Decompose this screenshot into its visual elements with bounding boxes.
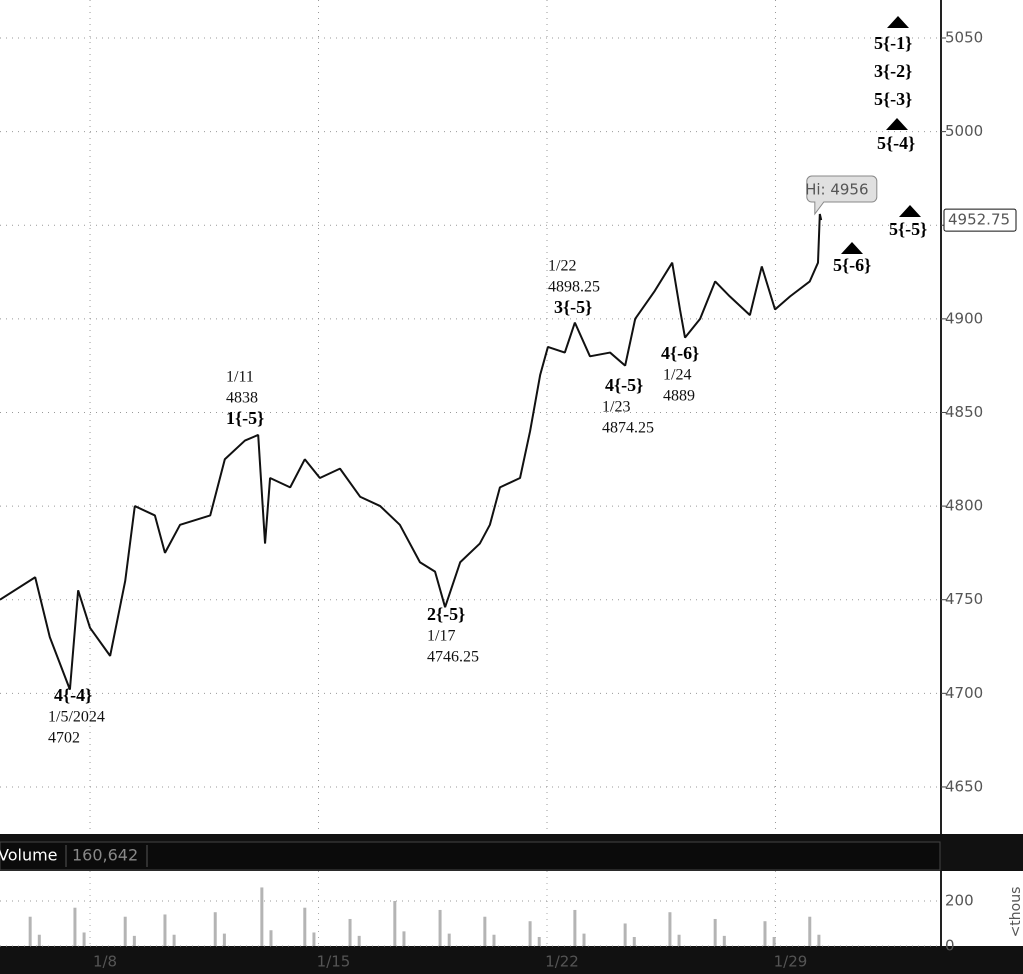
volume-bar [348,918,352,946]
wave-label: 4{-5} [605,375,643,395]
wave-label: 4{-6} [661,343,699,363]
wave-note: 4838 [226,390,258,407]
x-tick-label: 1/15 [317,953,351,971]
volume-bar [357,935,361,946]
price-line [0,213,823,690]
volume-panel [0,871,1023,946]
target-marker [886,118,908,130]
volume-bar [817,934,821,946]
volume-bar [82,932,86,946]
high-bubble [806,175,878,216]
volume-bar [668,912,672,946]
wave-note: 1/5/2024 [48,709,105,726]
volume-bar [402,931,406,946]
y-tick-label: 4700 [945,684,983,702]
x-tick-label: 1/29 [774,953,808,971]
y-tick-label: 5050 [945,29,983,47]
price-panel [0,0,1023,834]
volume-bar [438,909,442,946]
target-marker [887,16,909,28]
volume-bar [172,934,176,946]
target-label: 5{-1} [874,33,912,53]
high-label: Hi: 4956 [805,181,868,199]
volume-bar [772,936,776,946]
volume-bar [573,909,577,946]
target-label: 5{-5} [889,219,927,239]
volume-bar [222,933,226,946]
volume-bar [303,907,307,946]
y-tick-label: 4800 [945,497,983,515]
volume-bar [722,935,726,946]
volume-title: Volume [0,846,58,865]
volume-bar [260,887,264,946]
volume-bar [37,934,41,946]
volume-bar [123,916,127,946]
volume-bar [492,934,496,946]
target-label: 5{-3} [874,89,912,109]
volume-bar [393,900,397,946]
wave-note: 4702 [48,730,80,747]
target-label: 5{-6} [833,255,871,275]
volume-bar [312,932,316,946]
volume-value: 160,642 [72,846,138,865]
volume-bar [632,936,636,946]
x-tick-label: 1/22 [545,953,579,971]
y-tick-label: 4900 [945,309,983,327]
volume-header [0,841,941,871]
wave-note: 1/11 [226,369,254,386]
y-tick-label: 200 [945,891,974,909]
wave-label: 3{-5} [554,297,592,317]
last-price-tag [943,208,1017,232]
y-tick-label: 4850 [945,403,983,421]
volume-bar [213,912,217,946]
y-tick-label: 0 [945,937,955,955]
wave-note: 1/17 [427,628,455,645]
wave-note: 1/22 [548,258,576,275]
volume-bar [713,918,717,946]
wave-note: 1/23 [602,399,630,416]
volume-bar [269,930,273,946]
volume-bar [537,936,541,946]
target-marker [899,205,921,217]
y-tick-label: 4650 [945,777,983,795]
target-label: 5{-4} [877,133,915,153]
x-tick-label: 1/8 [93,953,117,971]
wave-note: 4874.25 [602,420,654,437]
volume-bar [763,921,767,946]
volume-bar [163,914,167,946]
target-marker [841,242,863,254]
y-tick-label: 4750 [945,590,983,608]
wave-label: 2{-5} [427,604,465,624]
volume-bar [483,916,487,946]
volume-bar [808,916,812,946]
wave-note: 4746.25 [427,649,479,666]
volume-bar [582,933,586,946]
target-label: 3{-2} [874,61,912,81]
wave-note: 1/24 [663,367,691,384]
volume-bar [677,934,681,946]
volume-bar [528,921,532,946]
last-price-label: 4952.75 [948,211,1010,229]
volume-bar [623,923,627,946]
wave-label: 4{-4} [54,685,92,705]
volume-bar [28,916,32,946]
y-tick-label: 5000 [945,122,983,140]
wave-note: 4898.25 [548,279,600,296]
volume-bar [73,907,77,946]
volume-axis-label: <thous [1008,887,1023,938]
volume-bar [447,933,451,946]
wave-note: 4889 [663,388,695,405]
volume-bar [132,935,136,946]
wave-label: 1{-5} [226,408,264,428]
